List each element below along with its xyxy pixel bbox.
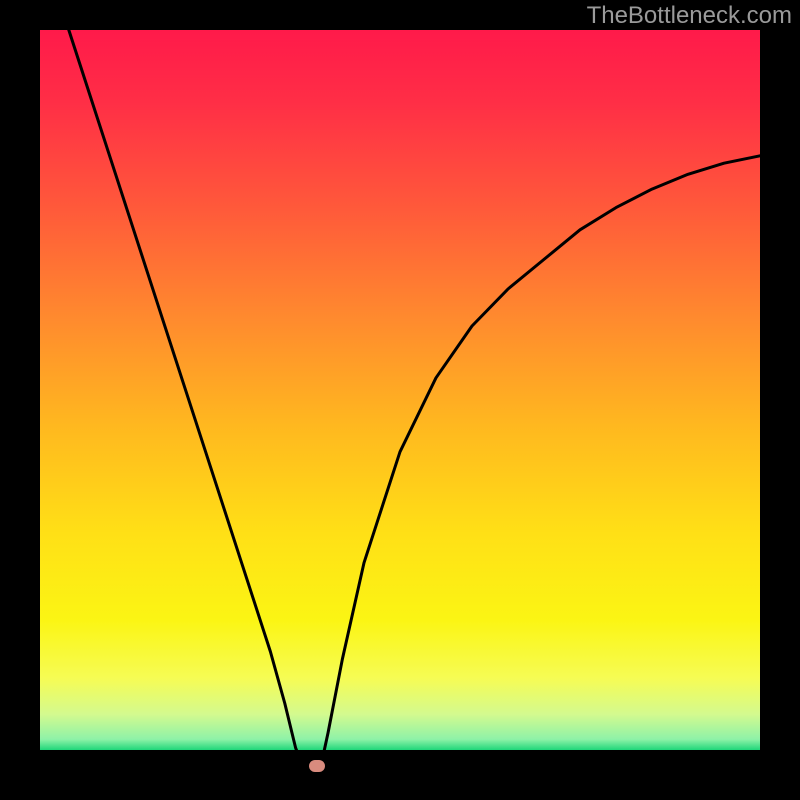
optimum-marker <box>309 760 325 772</box>
watermark-text: TheBottleneck.com <box>587 2 792 30</box>
curve-path <box>69 30 760 770</box>
chart-container: TheBottleneck.com <box>0 0 800 800</box>
bottleneck-curve <box>40 30 760 770</box>
plot-area <box>40 30 760 770</box>
